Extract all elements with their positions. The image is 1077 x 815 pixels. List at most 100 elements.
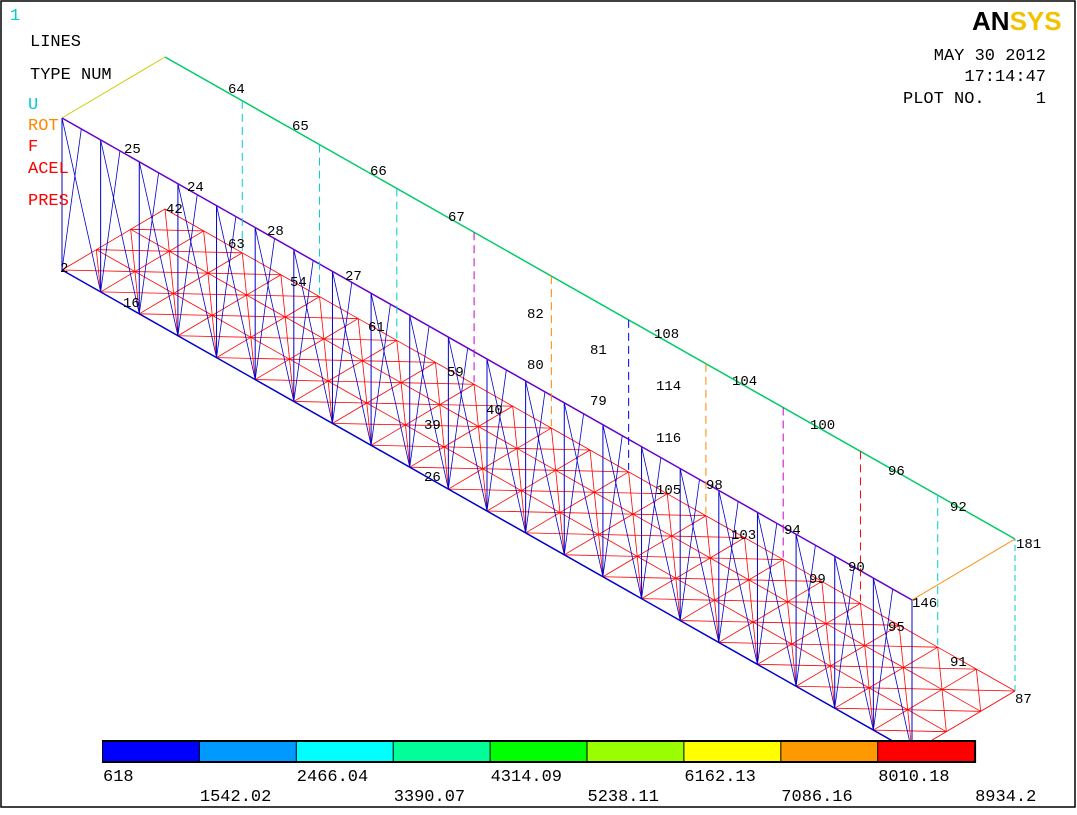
colorbar-label: 8934.2 xyxy=(975,788,1036,807)
mesh-line xyxy=(293,249,333,424)
mesh-line xyxy=(478,426,518,449)
mesh-line xyxy=(447,337,488,512)
mesh-line xyxy=(834,687,870,709)
mesh-line xyxy=(482,448,518,470)
mesh-line xyxy=(409,326,430,468)
node-label: 104 xyxy=(732,374,757,390)
mesh-line xyxy=(903,646,938,668)
node-label: 105 xyxy=(656,483,681,499)
node-label: 91 xyxy=(950,655,967,671)
mesh-line xyxy=(435,362,475,385)
legend-u: U xyxy=(28,96,38,115)
mesh-line xyxy=(366,382,402,404)
mesh-line xyxy=(705,515,711,559)
mesh-line xyxy=(173,272,209,294)
colorbar-segment xyxy=(781,742,878,761)
mesh-line xyxy=(787,601,793,645)
mesh-line xyxy=(61,128,82,271)
mesh-line xyxy=(164,208,204,232)
mesh-line xyxy=(323,318,359,340)
mesh-line xyxy=(100,150,121,292)
mesh-line xyxy=(782,559,788,602)
mesh-line xyxy=(860,603,900,626)
mesh-line xyxy=(285,296,320,318)
mesh-line xyxy=(443,426,479,448)
colorbar-label: 8010.18 xyxy=(878,768,949,787)
mesh-line xyxy=(405,404,440,426)
time: 17:14:47 xyxy=(964,68,1046,87)
mesh-line xyxy=(486,358,527,533)
mesh-line xyxy=(718,501,739,643)
mesh-line xyxy=(860,603,866,646)
mesh-line xyxy=(872,578,913,753)
mesh-line xyxy=(357,318,363,361)
mesh-line xyxy=(641,457,662,599)
mesh-line xyxy=(748,579,754,623)
mesh-line xyxy=(486,490,522,512)
mesh-line xyxy=(362,340,398,362)
mesh-line xyxy=(675,578,681,621)
mesh-line xyxy=(280,274,320,297)
mesh xyxy=(61,56,1016,753)
node-label: 25 xyxy=(124,142,141,158)
mesh-line xyxy=(821,581,827,624)
mesh-line xyxy=(825,623,865,646)
node-label: 108 xyxy=(654,327,679,343)
mesh-line xyxy=(362,360,368,404)
mesh-line xyxy=(332,271,372,446)
mesh-line xyxy=(246,294,286,318)
mesh-line xyxy=(830,665,870,689)
date: MAY 30 2012 xyxy=(934,47,1046,66)
mesh-line xyxy=(435,362,441,405)
mesh-line xyxy=(976,668,1016,692)
logo: ANSYS xyxy=(972,6,1062,36)
mesh-line xyxy=(250,336,290,360)
mesh-line xyxy=(285,316,325,340)
node-label: 80 xyxy=(527,358,544,374)
mesh-line xyxy=(362,360,402,384)
mesh-line xyxy=(757,643,792,665)
mesh-line xyxy=(589,449,629,473)
node-label: 81 xyxy=(590,343,607,359)
node-label: 27 xyxy=(345,269,362,285)
node-label: 2 xyxy=(60,261,68,277)
mesh-line xyxy=(525,391,546,533)
mesh-line xyxy=(482,468,522,492)
mesh-line xyxy=(868,687,874,731)
mesh-line xyxy=(319,296,359,319)
mesh-line xyxy=(370,293,411,468)
mesh-line xyxy=(332,282,353,424)
mesh-line xyxy=(216,216,237,358)
mesh-line xyxy=(439,404,445,447)
node-label: 99 xyxy=(809,572,826,588)
mesh-line xyxy=(641,577,677,599)
node-label: 79 xyxy=(590,394,607,410)
colorbar-segment xyxy=(199,742,296,761)
colorbar: 618 1542.02 2466.04 3390.07 4314.09 5238.11 61… xyxy=(102,740,1036,807)
mesh-line xyxy=(177,183,217,358)
mesh-line xyxy=(169,250,209,274)
plot-number: 1 xyxy=(1036,90,1046,109)
mesh-line xyxy=(551,427,591,451)
mesh-line xyxy=(409,315,449,490)
mesh-line xyxy=(405,424,445,448)
mesh-line xyxy=(370,304,391,446)
mesh-line xyxy=(710,537,745,559)
node-label: 94 xyxy=(784,523,801,539)
mesh-line xyxy=(61,117,102,292)
colorbar-segment xyxy=(587,742,684,761)
mesh-line xyxy=(242,252,282,276)
mesh-line xyxy=(555,470,561,513)
mesh-line xyxy=(216,336,252,358)
mesh-line xyxy=(366,402,372,446)
mesh-line xyxy=(409,446,445,468)
legend-rot: ROT xyxy=(28,117,59,136)
mesh-line xyxy=(203,230,209,274)
mesh-line xyxy=(61,56,166,119)
mesh-line xyxy=(130,229,136,272)
node-label: 66 xyxy=(370,164,387,180)
mesh-line xyxy=(937,647,943,690)
mesh-line xyxy=(941,689,981,712)
legend-acel: ACEL xyxy=(28,160,69,179)
